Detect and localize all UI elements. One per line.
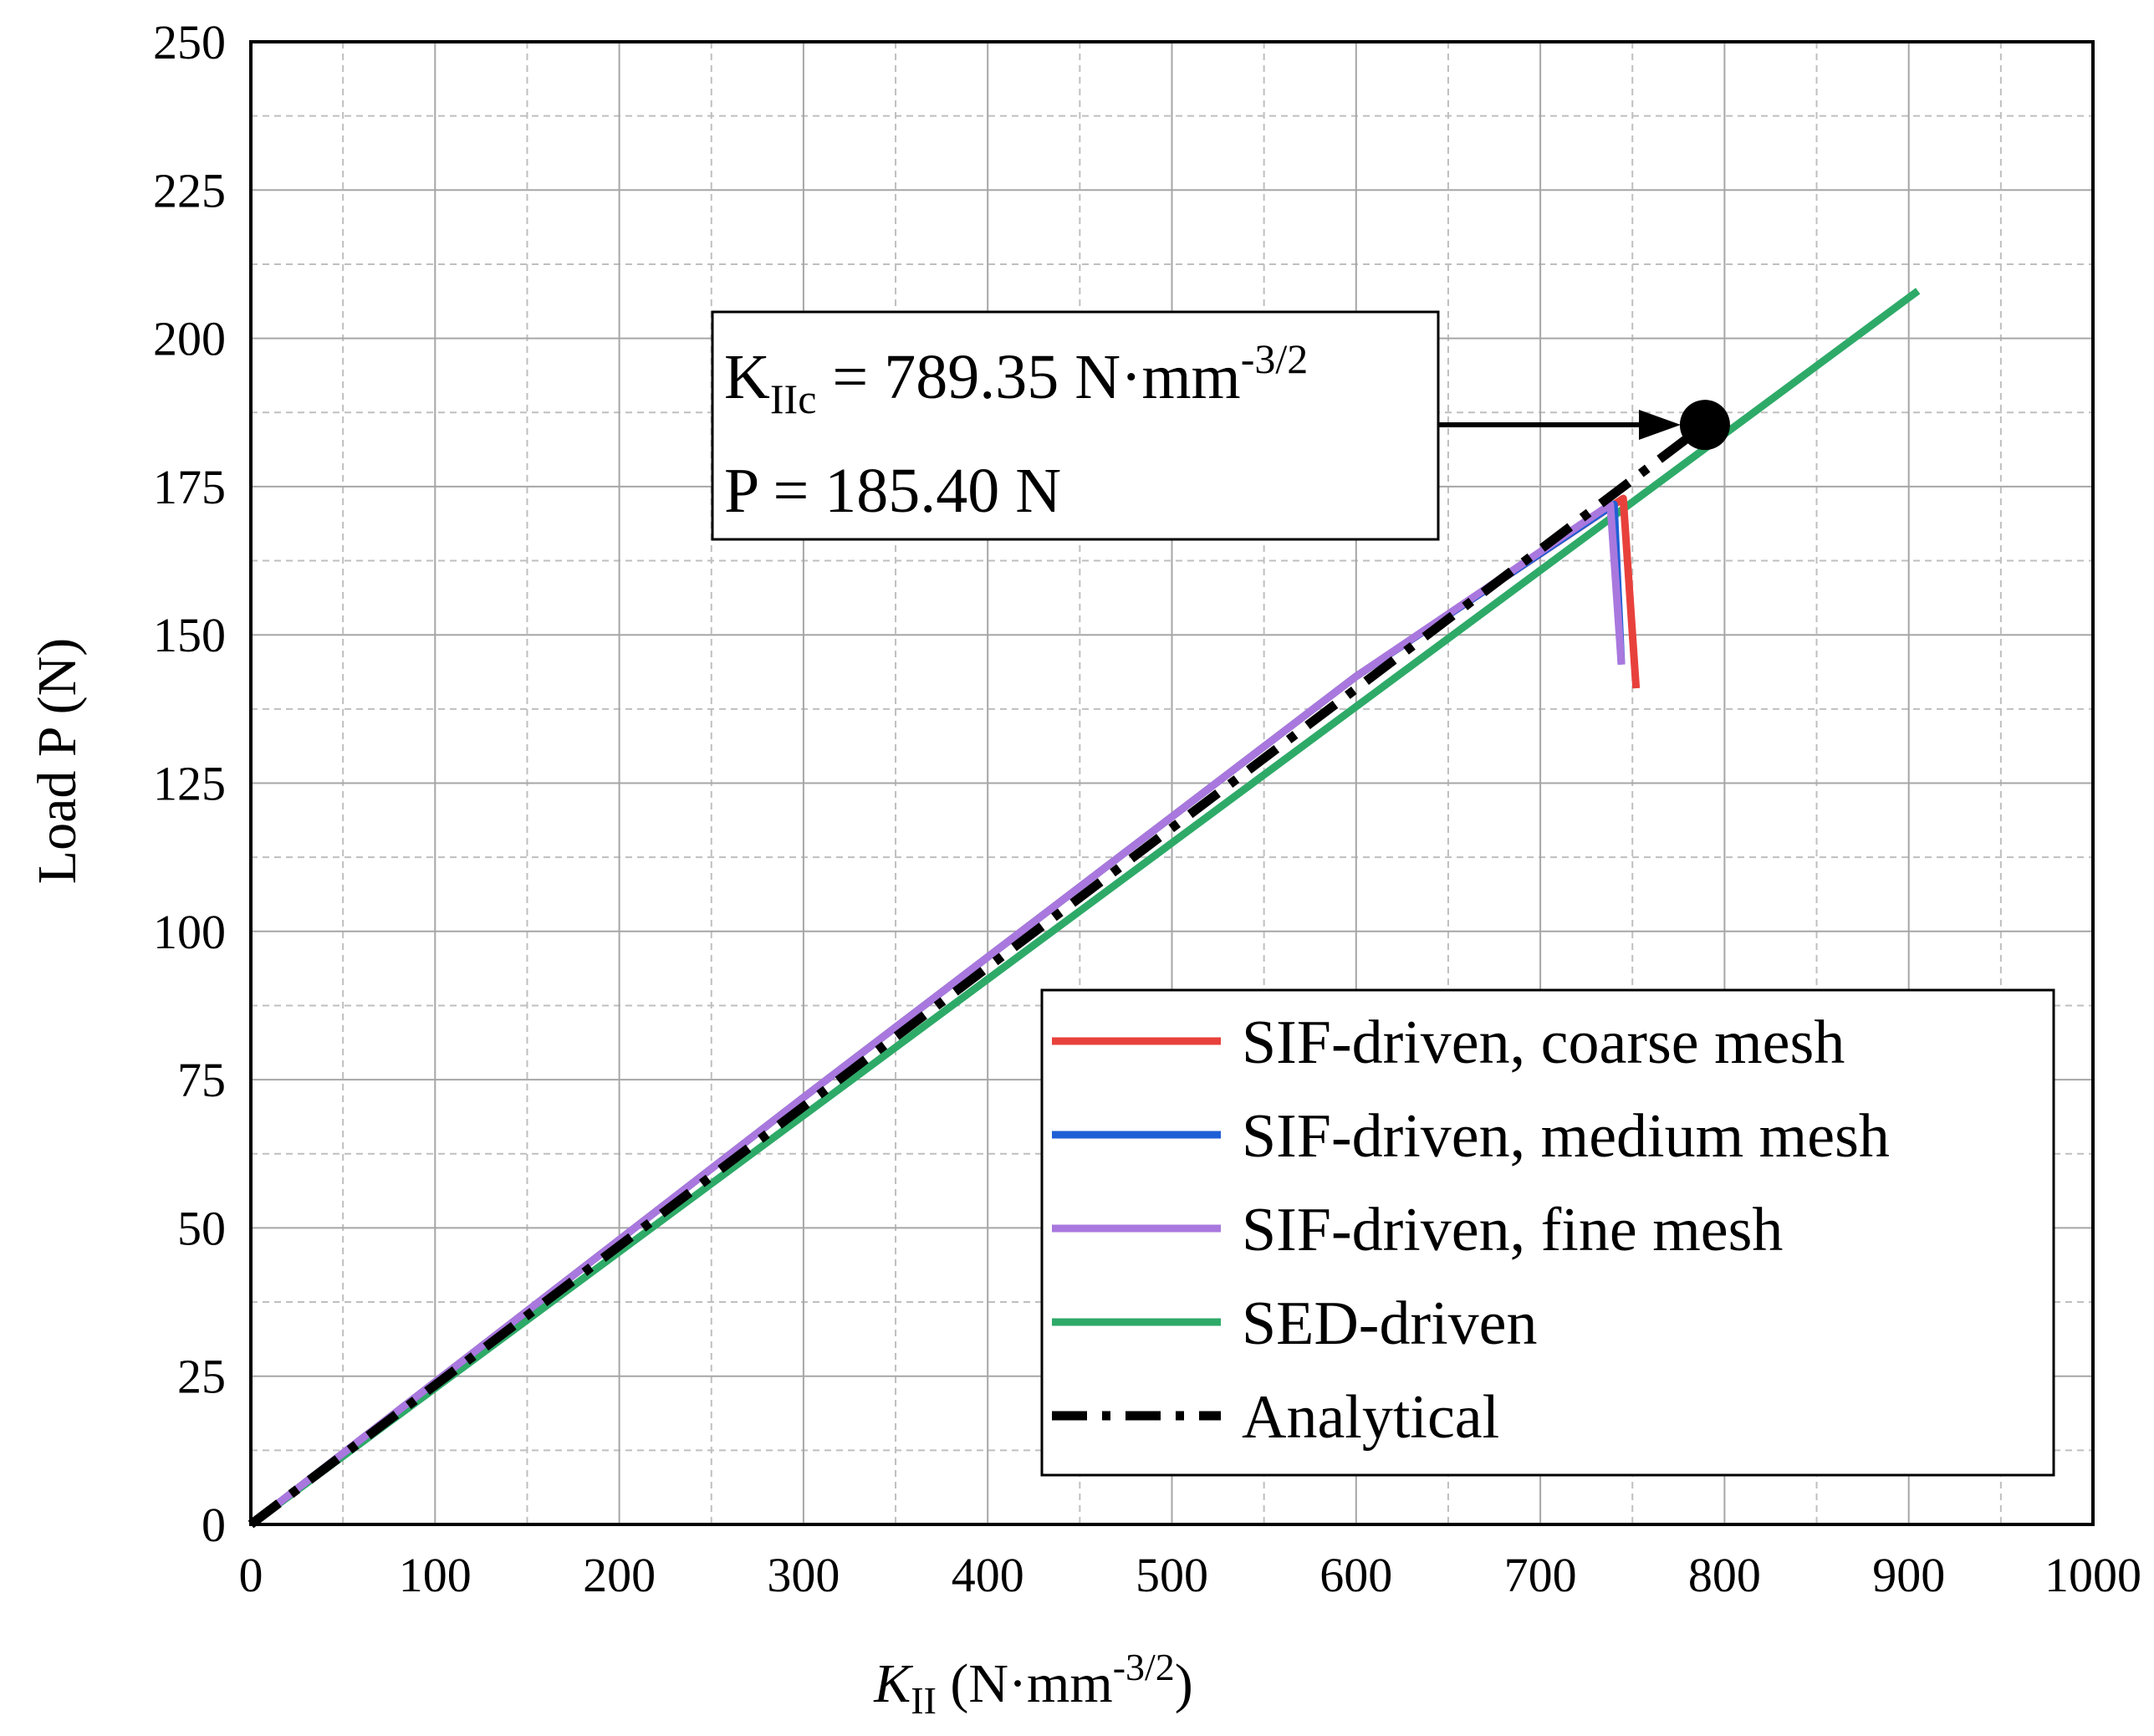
annotation-line-2: P = 185.40 N <box>724 456 1061 526</box>
y-tick-label: 200 <box>153 312 226 366</box>
critical-point-marker <box>1679 400 1730 451</box>
legend-label: SIF-driven, medium mesh <box>1242 1102 1890 1171</box>
annotation-arrowhead <box>1639 410 1681 440</box>
series-line-sif-driven-fine-mesh <box>248 500 1626 1528</box>
x-tick-label: 200 <box>583 1548 656 1602</box>
x-title-close: ) <box>1175 1653 1193 1714</box>
annotation-box <box>711 310 1440 541</box>
y-tick-label: 25 <box>177 1350 226 1404</box>
y-tick-label: 0 <box>202 1498 226 1552</box>
y-tick-label: 125 <box>153 757 226 811</box>
x-tick-label: 600 <box>1319 1548 1392 1602</box>
legend-label: Analytical <box>1242 1383 1499 1452</box>
x-tick-label: 0 <box>239 1548 263 1602</box>
legend-label: SED-driven <box>1242 1289 1538 1358</box>
anno-sup: -3/2 <box>1241 335 1309 382</box>
series-line-analytical <box>248 421 1708 1529</box>
y-tick-label: 100 <box>153 905 226 959</box>
y-tick-label: 50 <box>177 1201 226 1255</box>
y-tick-label: 250 <box>153 15 226 69</box>
annotation: KIIc = 789.35 N·mm-3/2 P = 185.40 N <box>711 310 1730 541</box>
x-title-sup: -3/2 <box>1113 1646 1175 1688</box>
annotation-line-1: KIIc = 789.35 N·mm-3/2 <box>724 335 1308 422</box>
x-tick-label: 100 <box>399 1548 472 1602</box>
x-tick-label: 300 <box>767 1548 840 1602</box>
x-tick-label: 400 <box>952 1548 1024 1602</box>
series-layer <box>248 288 1921 1529</box>
y-tick-label: 225 <box>153 163 226 217</box>
y-tick-label: 75 <box>177 1053 226 1107</box>
x-title-sub: II <box>911 1679 937 1722</box>
y-axis-title: Load P (N) <box>27 638 88 885</box>
x-axis-title: KII (N·mm-3/2) <box>873 1646 1193 1722</box>
legend-box <box>1040 988 2055 1477</box>
anno-k: K <box>724 342 770 412</box>
x-tick-label: 900 <box>1872 1548 1945 1602</box>
anno-sub: IIc <box>770 375 817 422</box>
anno-rest: = 789.35 N·mm <box>816 342 1240 412</box>
legend-label: SIF-driven, fine mesh <box>1242 1196 1783 1264</box>
x-tick-label: 500 <box>1136 1548 1208 1602</box>
plot-frame <box>249 40 2095 1526</box>
x-title-units: (N·mm <box>937 1653 1113 1714</box>
y-tick-label: 150 <box>153 608 226 662</box>
legend-label: SIF-driven, coarse mesh <box>1242 1008 1845 1077</box>
legend: SIF-driven, coarse mesh SIF-driven, mediu… <box>1040 988 2055 1477</box>
x-tick-label: 1000 <box>2044 1548 2141 1602</box>
x-tick-label: 800 <box>1688 1548 1761 1602</box>
x-title-main: K <box>873 1653 913 1714</box>
x-tick-label: 700 <box>1504 1548 1577 1602</box>
tick-labels: 0 100 200 300 400 500 600 700 800 900 1000 0 25 50 75 1… <box>153 15 2141 1602</box>
y-tick-label: 175 <box>153 460 226 514</box>
